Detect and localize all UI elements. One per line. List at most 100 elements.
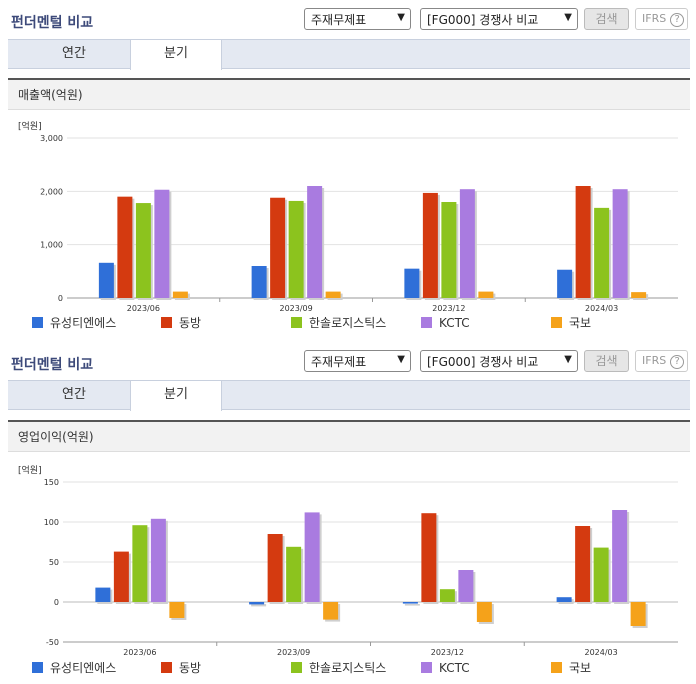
chevron-down-icon: ▼ bbox=[564, 354, 572, 365]
bar bbox=[251, 266, 267, 298]
bar bbox=[135, 203, 151, 298]
bar bbox=[557, 269, 573, 298]
x-tick-label: 2024/03 bbox=[585, 304, 618, 313]
x-tick-label: 2023/09 bbox=[277, 648, 310, 657]
bar bbox=[150, 518, 166, 602]
y-tick-label: -50 bbox=[46, 638, 59, 647]
x-tick-label: 2023/12 bbox=[432, 304, 465, 313]
panel-title: 펀더멘털 비교 bbox=[11, 15, 94, 31]
bar bbox=[98, 262, 114, 298]
legend-label: KCTC bbox=[439, 661, 470, 675]
bar bbox=[402, 602, 418, 604]
bar bbox=[286, 546, 302, 602]
statement-select[interactable]: 주재무제표 ▼ bbox=[304, 8, 411, 30]
x-tick-label: 2023/06 bbox=[123, 648, 156, 657]
bar bbox=[249, 602, 265, 605]
bar bbox=[95, 587, 111, 602]
legend-label: 동방 bbox=[179, 661, 201, 675]
x-tick-label: 2023/12 bbox=[431, 648, 464, 657]
panel-title: 펀더멘털 비교 bbox=[11, 357, 94, 373]
chevron-down-icon: ▼ bbox=[397, 354, 405, 365]
legend-swatch bbox=[32, 662, 43, 673]
x-tick-label: 2023/06 bbox=[127, 304, 160, 313]
legend-label: 동방 bbox=[179, 316, 201, 330]
legend-label: 유성티엔에스 bbox=[50, 661, 116, 675]
y-tick-label: 1,000 bbox=[40, 241, 63, 250]
bar bbox=[612, 189, 628, 298]
legend-swatch bbox=[291, 662, 302, 673]
bar bbox=[117, 196, 133, 298]
bar bbox=[575, 526, 591, 602]
legend-label: KCTC bbox=[439, 316, 470, 330]
bar bbox=[439, 589, 455, 602]
group-select-value: [FG000] 경쟁사 비교 bbox=[427, 13, 539, 27]
y-tick-label: 2,000 bbox=[40, 187, 63, 196]
help-icon: ? bbox=[670, 13, 685, 27]
period-tabs: 연간 분기 bbox=[8, 380, 690, 411]
bar bbox=[172, 291, 188, 298]
legend-swatch bbox=[291, 317, 302, 328]
bar bbox=[169, 602, 185, 618]
legend-swatch bbox=[32, 317, 43, 328]
bar-shadow bbox=[251, 604, 267, 607]
bar bbox=[631, 292, 647, 298]
unit-label: [억원] bbox=[18, 464, 42, 476]
chart-header: 영업이익(억원) bbox=[8, 422, 690, 452]
bar bbox=[575, 186, 591, 298]
bar bbox=[594, 207, 610, 298]
chart-container: 매출액(억원) [억원] 0 1,000 2,000 3,000 2023/06 2023/… bbox=[8, 78, 690, 338]
bar bbox=[304, 512, 320, 602]
group-select[interactable]: [FG000] 경쟁사 비교 ▼ bbox=[420, 8, 578, 30]
group-select-value: [FG000] 경쟁사 비교 bbox=[427, 355, 539, 369]
bar bbox=[307, 186, 323, 298]
y-tick-label: 0 bbox=[58, 294, 63, 303]
y-tick-label: 0 bbox=[54, 598, 59, 607]
period-tabs: 연간 분기 bbox=[8, 39, 690, 70]
unit-label: [억원] bbox=[18, 120, 42, 132]
legend-swatch bbox=[551, 317, 562, 328]
x-tick-label: 2023/09 bbox=[280, 304, 313, 313]
bar bbox=[630, 602, 646, 626]
legend-swatch bbox=[161, 662, 172, 673]
ifrs-label: IFRS bbox=[642, 354, 667, 367]
search-button[interactable]: 검색 bbox=[584, 350, 629, 372]
legend-swatch bbox=[421, 662, 432, 673]
group-select[interactable]: [FG000] 경쟁사 비교 ▼ bbox=[420, 350, 578, 372]
operating-profit-chart: [억원] -50 0 50 100 150 2023/06 2023/09 2023/12 202… bbox=[18, 464, 678, 675]
fundamental-panel-2: 펀더멘털 비교 주재무제표 ▼ [FG000] 경쟁사 비교 ▼ 검색 IFRS… bbox=[8, 342, 690, 684]
legend-swatch bbox=[551, 662, 562, 673]
statement-select-value: 주재무제표 bbox=[311, 13, 367, 27]
tab-quarterly[interactable]: 분기 bbox=[130, 381, 222, 411]
bar bbox=[132, 525, 148, 602]
tab-annual[interactable]: 연간 bbox=[62, 46, 86, 61]
chevron-down-icon: ▼ bbox=[397, 12, 405, 23]
bar bbox=[288, 200, 304, 298]
bar bbox=[404, 268, 420, 298]
y-tick-label: 150 bbox=[44, 478, 59, 487]
fundamental-panel-1: 펀더멘털 비교 주재무제표 ▼ [FG000] 경쟁사 비교 ▼ 검색 IFRS… bbox=[8, 0, 690, 340]
bar bbox=[422, 192, 438, 298]
search-button[interactable]: 검색 bbox=[584, 8, 629, 30]
y-tick-label: 100 bbox=[44, 518, 59, 527]
bar-shadow bbox=[404, 604, 420, 606]
bar bbox=[459, 189, 475, 298]
bar bbox=[267, 534, 283, 602]
ifrs-button[interactable]: IFRS? bbox=[635, 350, 688, 372]
chart-container: 영업이익(억원) [억원] -50 0 50 100 150 2023/06 2023/09 2… bbox=[8, 420, 690, 682]
bar bbox=[113, 551, 129, 602]
ifrs-button[interactable]: IFRS? bbox=[635, 8, 688, 30]
bar bbox=[593, 547, 609, 602]
tab-annual[interactable]: 연간 bbox=[62, 387, 86, 402]
ifrs-label: IFRS bbox=[642, 12, 667, 25]
chart-header: 매출액(억원) bbox=[8, 80, 690, 110]
bar bbox=[421, 513, 437, 602]
tab-quarterly[interactable]: 분기 bbox=[130, 40, 222, 70]
bar bbox=[270, 197, 286, 298]
help-icon: ? bbox=[670, 355, 685, 369]
bar bbox=[556, 597, 572, 602]
legend-swatch bbox=[161, 317, 172, 328]
bar bbox=[476, 602, 492, 622]
bar bbox=[325, 291, 341, 298]
legend-label: 유성티엔에스 bbox=[50, 316, 116, 330]
statement-select[interactable]: 주재무제표 ▼ bbox=[304, 350, 411, 372]
